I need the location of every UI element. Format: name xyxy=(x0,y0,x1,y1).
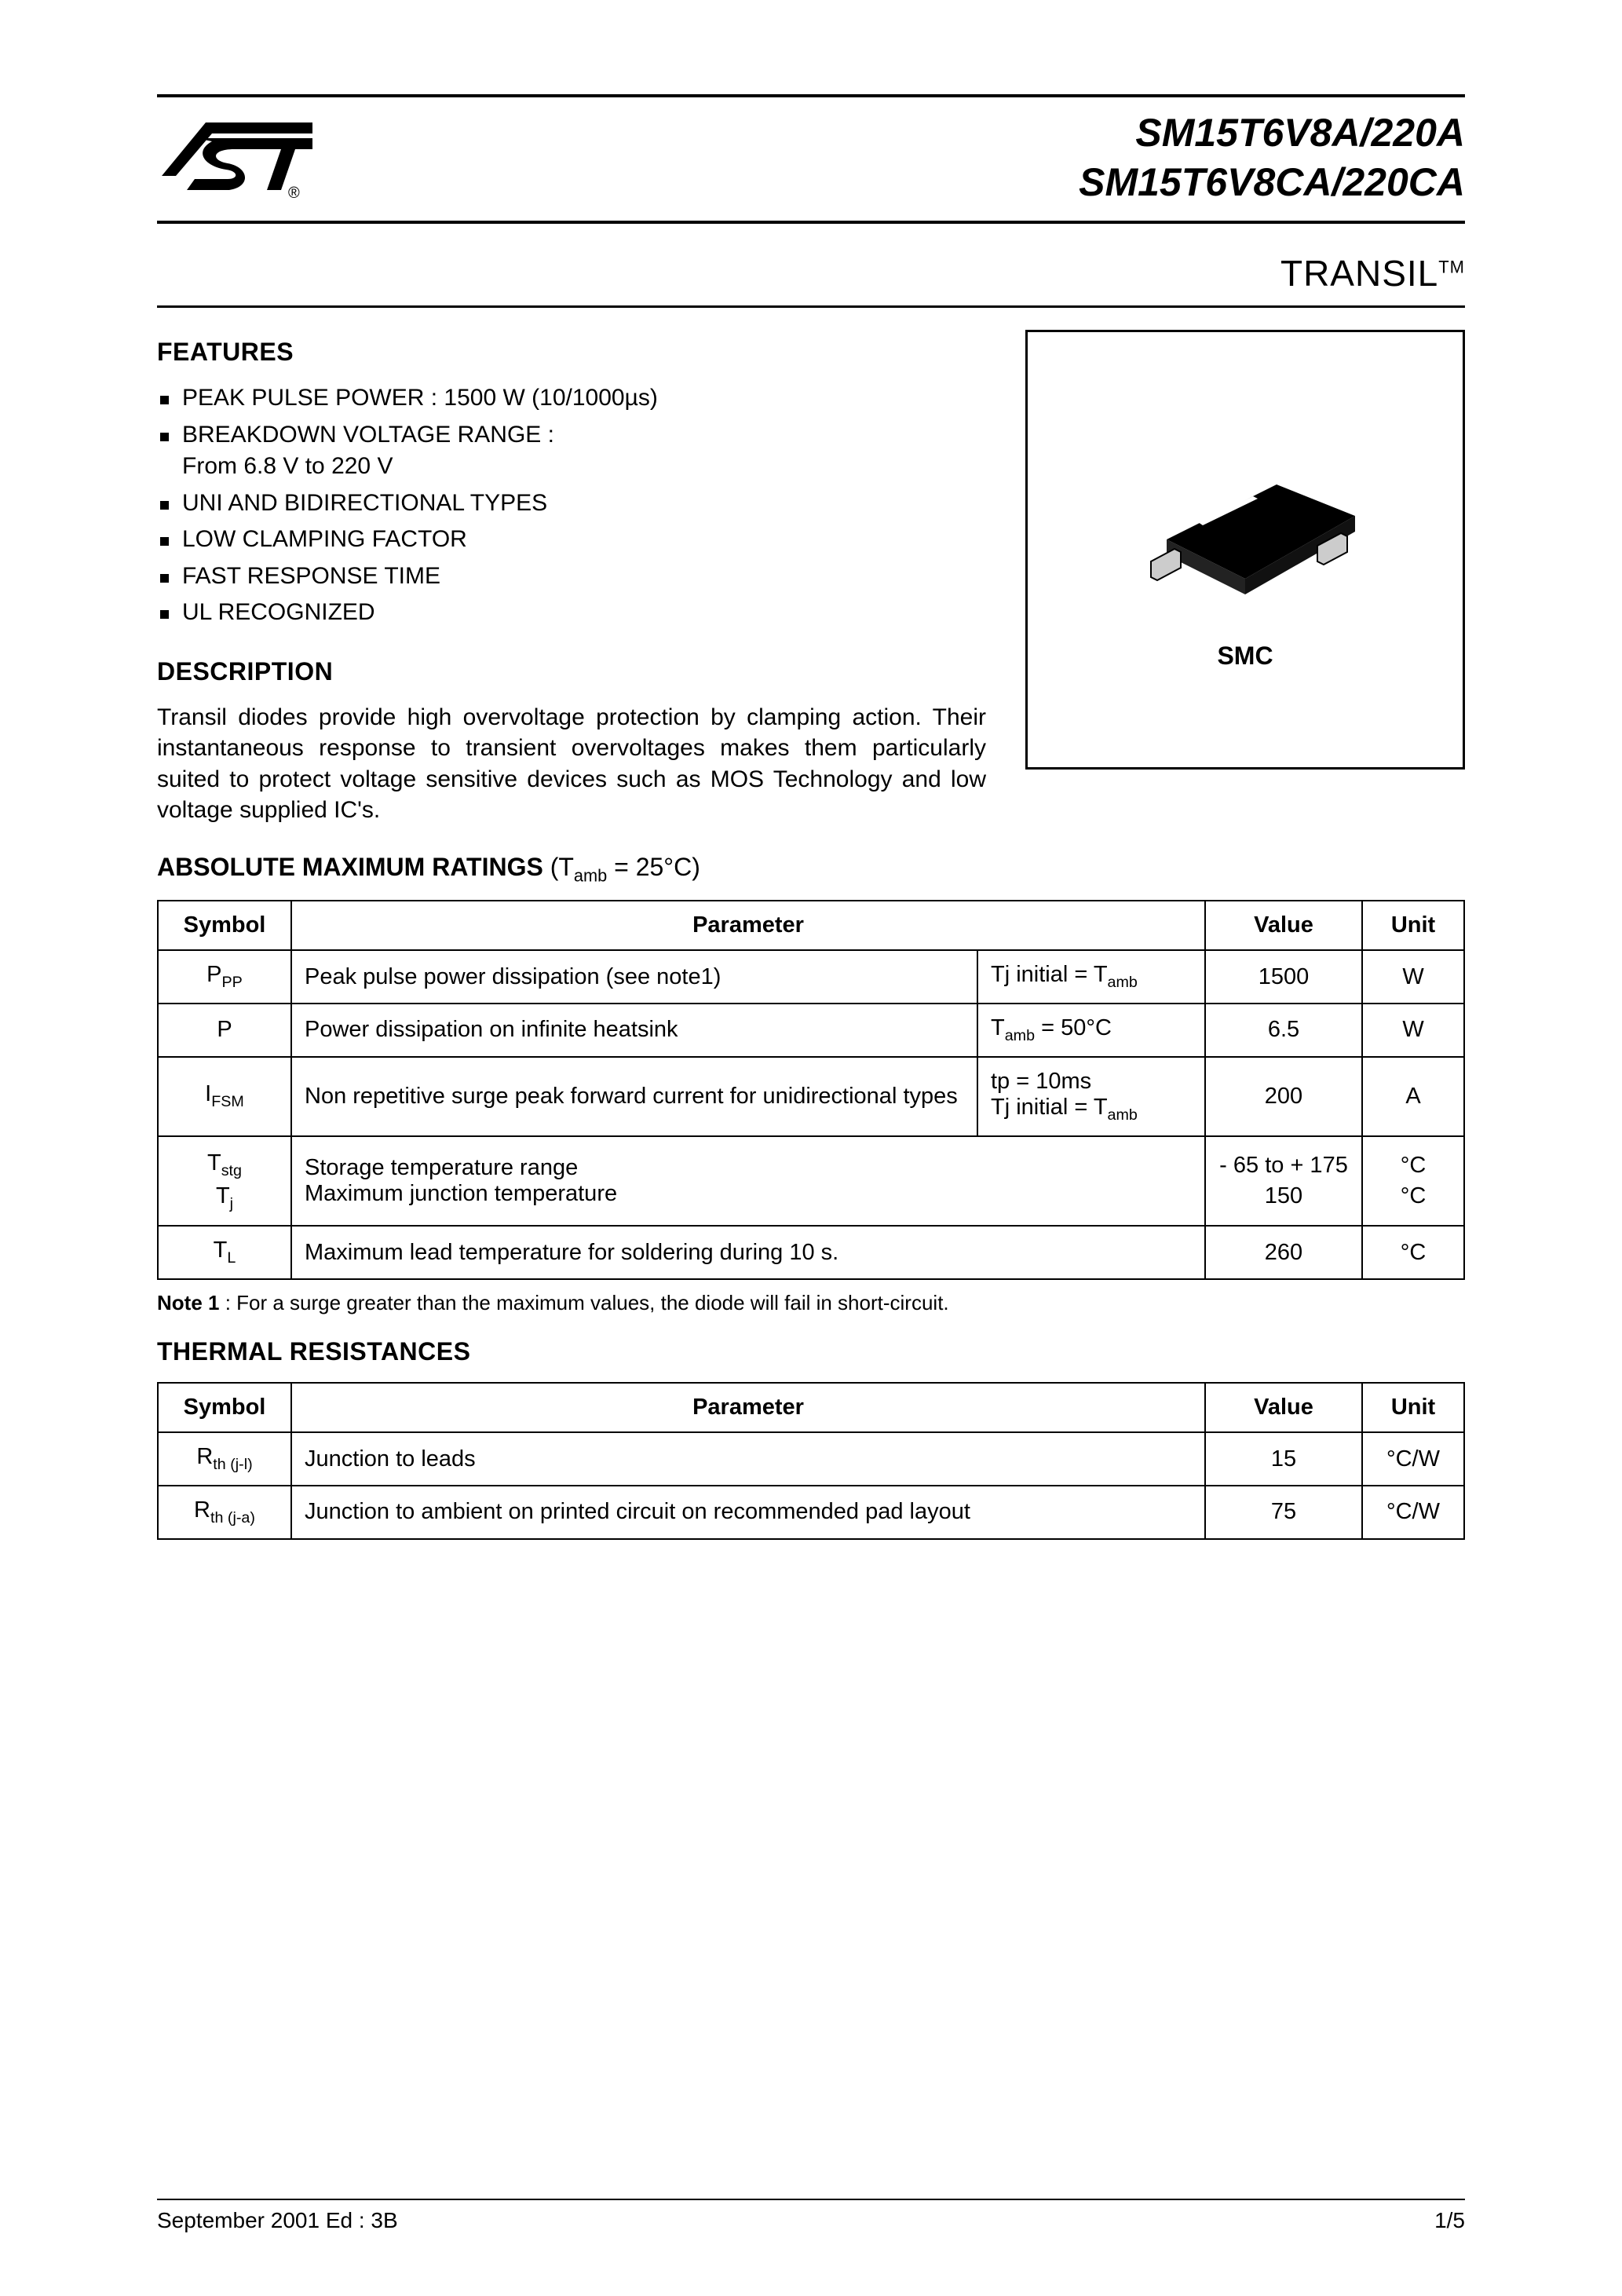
cell-symbol: Rth (j-l) xyxy=(158,1432,291,1486)
feature-item: FAST RESPONSE TIME xyxy=(160,561,986,593)
abs-max-ratings-condition: (Tamb = 25°C) xyxy=(550,853,700,881)
cell-unit: W xyxy=(1362,1004,1464,1057)
feature-item: BREAKDOWN VOLTAGE RANGE : From 6.8 V to … xyxy=(160,419,986,483)
cell-value: 260 xyxy=(1205,1226,1362,1279)
cell-condition: Tj initial = Tamb xyxy=(977,950,1205,1004)
cell-value: - 65 to + 175150 xyxy=(1205,1136,1362,1227)
cell-unit: °C/W xyxy=(1362,1432,1464,1486)
cell-parameter: Peak pulse power dissipation (see note1) xyxy=(291,950,977,1004)
part-numbers: SM15T6V8A/220A SM15T6V8CA/220CA xyxy=(1079,108,1465,207)
abs-max-ratings-table: Symbol Parameter Value Unit PPPPeak puls… xyxy=(157,900,1465,1280)
table-row: TLMaximum lead temperature for soldering… xyxy=(158,1226,1464,1279)
abs-max-ratings-text: ABSOLUTE MAXIMUM RATINGS xyxy=(157,853,550,881)
cell-condition: Tamb = 50°C xyxy=(977,1004,1205,1057)
cell-symbol: Rth (j-a) xyxy=(158,1486,291,1539)
st-logo: ® xyxy=(157,115,314,201)
feature-item: UL RECOGNIZED xyxy=(160,597,986,629)
header-row: ® SM15T6V8A/220A SM15T6V8CA/220CA xyxy=(157,101,1465,221)
subtitle-row: TRANSILTM xyxy=(157,224,1465,305)
table-header-parameter: Parameter xyxy=(291,901,1205,950)
features-heading: FEATURES xyxy=(157,338,986,367)
cell-parameter: Junction to ambient on printed circuit o… xyxy=(291,1486,1205,1539)
table-row: PPower dissipation on infinite heatsinkT… xyxy=(158,1004,1464,1057)
trademark-symbol: TM xyxy=(1438,258,1465,277)
header-rule-top xyxy=(157,94,1465,97)
product-family-title: TRANSILTM xyxy=(1280,253,1465,294)
cell-value: 200 xyxy=(1205,1057,1362,1136)
table-header-parameter: Parameter xyxy=(291,1383,1205,1432)
cell-value: 75 xyxy=(1205,1486,1362,1539)
features-list: PEAK PULSE POWER : 1500 W (10/1000µs) BR… xyxy=(157,382,986,629)
cell-unit: °C xyxy=(1362,1226,1464,1279)
table-header-value: Value xyxy=(1205,1383,1362,1432)
svg-text:®: ® xyxy=(288,185,300,201)
description-text: Transil diodes provide high overvoltage … xyxy=(157,702,986,826)
thermal-heading: THERMAL RESISTANCES xyxy=(157,1337,1465,1366)
ratings-note: Note 1 : For a surge greater than the ma… xyxy=(157,1291,1465,1315)
description-heading: DESCRIPTION xyxy=(157,657,986,686)
cell-condition: tp = 10msTj initial = Tamb xyxy=(977,1057,1205,1136)
table-row: PPPPeak pulse power dissipation (see not… xyxy=(158,950,1464,1004)
cell-symbol: TstgTj xyxy=(158,1136,291,1227)
note-text: : For a surge greater than the maximum v… xyxy=(219,1291,948,1314)
package-diagram-box: SMC xyxy=(1025,330,1465,770)
table-row: Rth (j-l)Junction to leads15°C/W xyxy=(158,1432,1464,1486)
cell-parameter: Junction to leads xyxy=(291,1432,1205,1486)
table-row: IFSMNon repetitive surge peak forward cu… xyxy=(158,1057,1464,1136)
cell-parameter: Non repetitive surge peak forward curren… xyxy=(291,1057,977,1136)
cell-unit: W xyxy=(1362,950,1464,1004)
table-header-symbol: Symbol xyxy=(158,901,291,950)
abs-max-ratings-heading: ABSOLUTE MAXIMUM RATINGS (Tamb = 25°C) xyxy=(157,853,1465,886)
note-label: Note 1 xyxy=(157,1291,219,1314)
thermal-table: Symbol Parameter Value Unit Rth (j-l)Jun… xyxy=(157,1382,1465,1540)
cell-parameter: Storage temperature range Maximum juncti… xyxy=(291,1136,1205,1227)
cell-symbol: TL xyxy=(158,1226,291,1279)
cell-value: 6.5 xyxy=(1205,1004,1362,1057)
cell-parameter: Maximum lead temperature for soldering d… xyxy=(291,1226,1205,1279)
cell-unit: °C/W xyxy=(1362,1486,1464,1539)
cell-value: 15 xyxy=(1205,1432,1362,1486)
table-header-unit: Unit xyxy=(1362,901,1464,950)
feature-item: LOW CLAMPING FACTOR xyxy=(160,524,986,556)
cell-parameter: Power dissipation on infinite heatsink xyxy=(291,1004,977,1057)
table-row: Rth (j-a)Junction to ambient on printed … xyxy=(158,1486,1464,1539)
footer-date-edition: September 2001 Ed : 3B xyxy=(157,2208,398,2233)
part-number-2: SM15T6V8CA/220CA xyxy=(1079,158,1465,207)
feature-item: PEAK PULSE POWER : 1500 W (10/1000µs) xyxy=(160,382,986,415)
cell-unit: °C°C xyxy=(1362,1136,1464,1227)
cell-symbol: PPP xyxy=(158,950,291,1004)
table-header-symbol: Symbol xyxy=(158,1383,291,1432)
smc-package-icon xyxy=(1120,430,1371,610)
page-footer: September 2001 Ed : 3B 1/5 xyxy=(157,2199,1465,2233)
subtitle-rule xyxy=(157,305,1465,308)
footer-page-number: 1/5 xyxy=(1434,2208,1465,2233)
part-number-1: SM15T6V8A/220A xyxy=(1079,108,1465,158)
table-header-value: Value xyxy=(1205,901,1362,950)
package-label: SMC xyxy=(1217,642,1273,671)
table-header-unit: Unit xyxy=(1362,1383,1464,1432)
cell-symbol: IFSM xyxy=(158,1057,291,1136)
cell-symbol: P xyxy=(158,1004,291,1057)
table-row: TstgTjStorage temperature range Maximum … xyxy=(158,1136,1464,1227)
feature-item: UNI AND BIDIRECTIONAL TYPES xyxy=(160,488,986,520)
cell-unit: A xyxy=(1362,1057,1464,1136)
product-family-text: TRANSIL xyxy=(1280,253,1438,294)
cell-value: 1500 xyxy=(1205,950,1362,1004)
